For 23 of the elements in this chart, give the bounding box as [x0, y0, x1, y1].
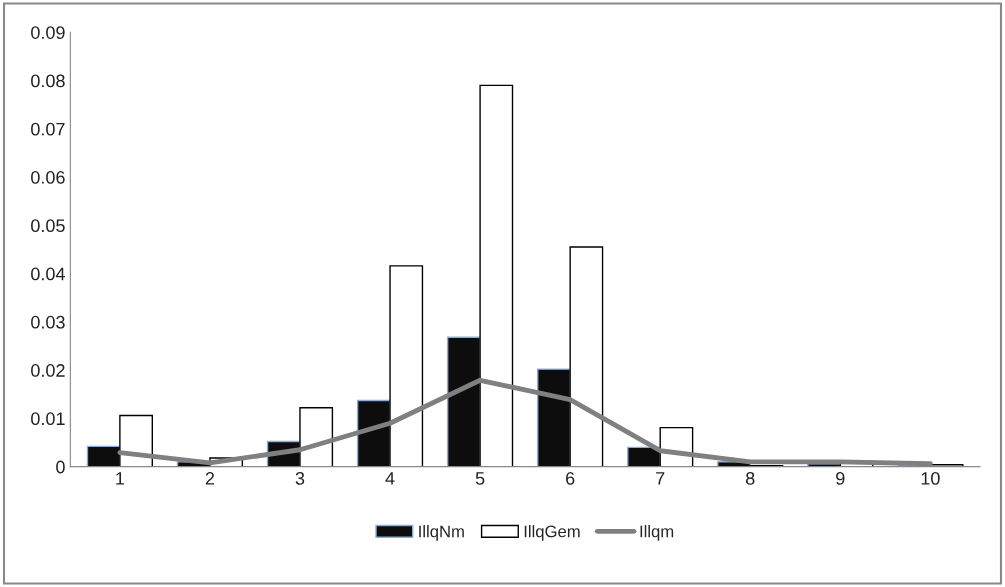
x-tick-label: 2: [205, 472, 215, 485]
x-tick-label: 8: [746, 472, 755, 485]
y-tick-label: 0.09: [31, 26, 65, 40]
legend-label: Illqm: [640, 525, 674, 541]
x-tick-label: 5: [475, 472, 485, 485]
x-tick-label: 3: [295, 472, 305, 485]
legend-label: IllqNm: [419, 525, 464, 541]
y-tick-label: 0: [56, 460, 65, 474]
x-tick-label: 9: [836, 472, 845, 485]
x-tick-label: 10: [921, 472, 940, 485]
y-tick-label: 0.07: [31, 122, 65, 136]
y-tick-label: 0.08: [31, 74, 65, 88]
x-tick-label: 1: [116, 472, 125, 485]
x-tick-label: 6: [566, 472, 575, 485]
y-tick-label: 0.02: [31, 364, 65, 377]
y-tick-label: 0.04: [31, 267, 65, 281]
x-tick-label: 4: [385, 472, 395, 485]
x-tick-label: 7: [656, 472, 665, 485]
legend-label: IllqGem: [524, 525, 580, 541]
y-tick-label: 0.05: [31, 219, 65, 233]
y-tick-label: 0.03: [31, 315, 65, 329]
y-tick-label: 0.06: [31, 171, 65, 184]
y-tick-label: 0.01: [31, 412, 65, 426]
